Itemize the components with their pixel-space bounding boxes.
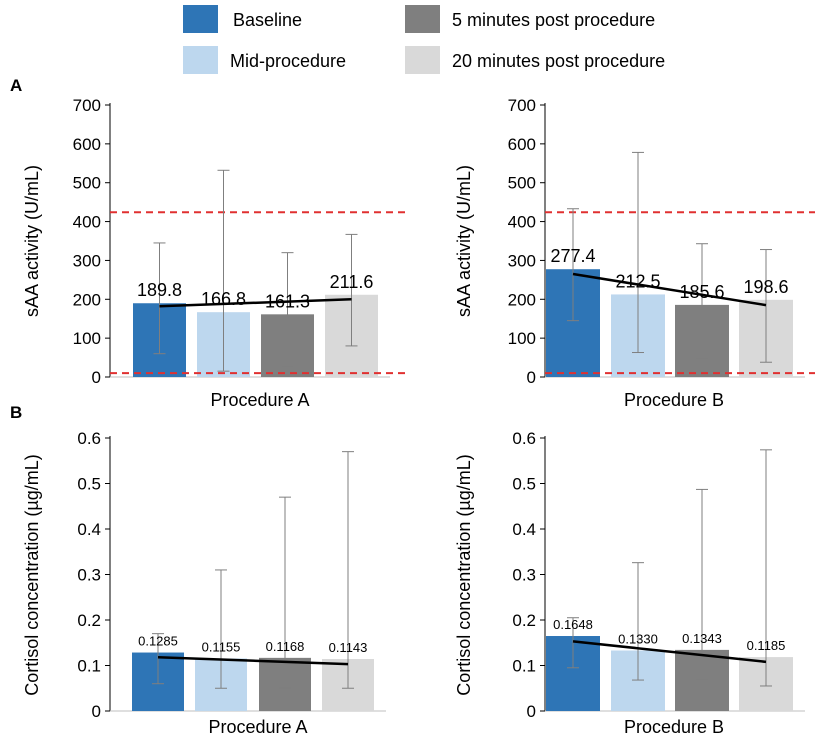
y-axis-label: sAA activity (U/mL): [454, 165, 474, 317]
y-tick-label: 0: [527, 368, 536, 387]
trend-line: [157, 656, 349, 666]
chart-saa-procedure-b: 0 100 200 300 400 500 600 700 277.4 212.5 185.6 198…: [454, 96, 815, 410]
data-label: 189.8: [137, 280, 182, 300]
data-label: 0.1155: [202, 639, 241, 654]
x-axis-label: Procedure A: [208, 717, 307, 737]
y-tick-label: 100: [73, 329, 101, 348]
y-tick-label: 0.5: [512, 475, 536, 494]
data-label: 0.1185: [747, 638, 786, 653]
legend-swatch-baseline: [183, 5, 218, 33]
y-axis-label: sAA activity (U/mL): [22, 165, 42, 317]
data-label: 185.6: [679, 282, 724, 302]
y-tick-label: 0: [92, 368, 101, 387]
y-tick-label: 600: [73, 135, 101, 154]
y-tick-label: 0.5: [77, 475, 101, 494]
legend-swatch-5min: [405, 5, 440, 33]
y-tick-label: 200: [508, 290, 536, 309]
y-tick-label: 0.1: [512, 657, 536, 676]
y-tick-label: 700: [73, 96, 101, 115]
data-label: 198.6: [743, 277, 788, 297]
legend: Baseline 5 minutes post procedure Mid-pr…: [183, 5, 665, 74]
y-tick-label: 700: [508, 96, 536, 115]
data-label: 0.1330: [618, 631, 658, 646]
y-axis-label: Cortisol concentration (µg/mL): [454, 454, 474, 695]
y-tick-label: 0.3: [77, 566, 101, 585]
y-tick-label: 300: [508, 251, 536, 270]
y-tick-label: 0.2: [512, 611, 536, 630]
data-label: 0.1648: [553, 617, 593, 632]
data-label: 277.4: [550, 246, 595, 266]
data-label: 0.1343: [682, 631, 722, 646]
chart-cortisol-procedure-b: 0 0.1 0.2 0.3 0.4 0.5 0.6 0.1648 0.1330 0.1343 0.1…: [454, 429, 805, 737]
x-axis-label: Procedure A: [210, 390, 309, 410]
trend-line: [159, 298, 352, 308]
y-tick-label: 0: [92, 702, 101, 721]
legend-label-baseline: Baseline: [233, 10, 302, 30]
chart-saa-procedure-a: 0 100 200 300 400 500 600 700 189.8 166.8 161.3 211…: [22, 96, 405, 410]
x-axis-label: Procedure B: [624, 390, 724, 410]
data-label: 0.1143: [329, 640, 368, 655]
trend-line: [572, 640, 767, 664]
y-tick-label: 500: [508, 174, 536, 193]
legend-label-20min: 20 minutes post procedure: [452, 51, 665, 71]
y-tick-label: 0.3: [512, 566, 536, 585]
y-tick-label: 400: [73, 213, 101, 232]
trend-line: [572, 272, 767, 307]
data-label: 0.1168: [266, 639, 305, 654]
chart-cortisol-procedure-a: 0 0.1 0.2 0.3 0.4 0.5 0.6 0.1285 0.1155 0.1168 0.1…: [22, 429, 386, 737]
panel-label-b: B: [10, 403, 22, 422]
y-tick-label: 200: [73, 290, 101, 309]
y-tick-label: 300: [73, 251, 101, 270]
legend-swatch-20min: [405, 46, 440, 74]
panel-label-a: A: [10, 76, 22, 95]
y-tick-label: 100: [508, 329, 536, 348]
y-tick-label: 400: [508, 213, 536, 232]
y-tick-label: 0.6: [512, 429, 536, 448]
y-tick-label: 0.6: [77, 429, 101, 448]
y-axis-label: Cortisol concentration (µg/mL): [22, 454, 42, 695]
y-tick-label: 0.4: [512, 520, 536, 539]
legend-label-mid: Mid-procedure: [230, 51, 346, 71]
y-tick-label: 0: [527, 702, 536, 721]
data-label: 161.3: [265, 291, 310, 311]
x-axis-label: Procedure B: [624, 717, 724, 737]
data-label: 211.6: [330, 272, 374, 292]
y-tick-label: 0.1: [77, 657, 101, 676]
y-tick-label: 0.4: [77, 520, 101, 539]
data-label: 0.1285: [138, 634, 178, 649]
legend-swatch-mid: [183, 46, 218, 74]
data-label: 166.8: [201, 289, 246, 309]
y-tick-label: 0.2: [77, 611, 101, 630]
legend-label-5min: 5 minutes post procedure: [452, 10, 655, 30]
data-label: 212.5: [615, 271, 660, 291]
y-tick-label: 500: [73, 174, 101, 193]
y-tick-label: 600: [508, 135, 536, 154]
